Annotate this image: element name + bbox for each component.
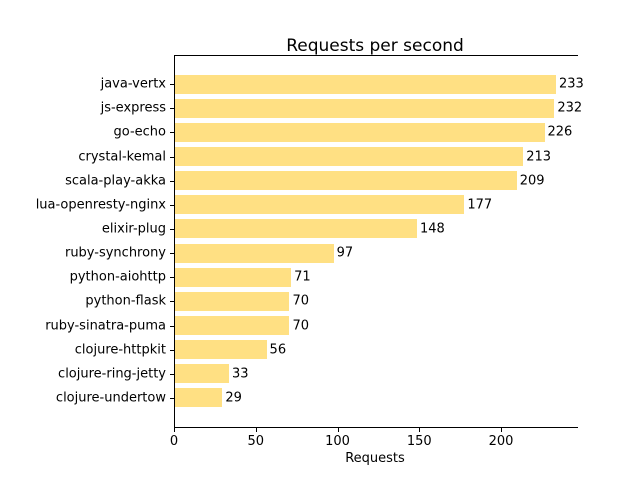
y-tick-mark [170, 373, 174, 375]
chart-title: Requests per second [286, 36, 464, 56]
y-tick-label: ruby-sinatra-puma [45, 318, 166, 333]
x-tick-label: 0 [169, 434, 179, 449]
top-spine [174, 55, 578, 56]
y-tick-mark [170, 180, 174, 182]
bar-value-label: 148 [419, 221, 445, 237]
y-tick-mark [170, 397, 174, 399]
y-tick-mark [170, 325, 174, 327]
bar [175, 243, 334, 263]
x-tick-mark [337, 428, 339, 432]
bottom-spine [174, 427, 578, 428]
y-tick-label: python-aiohttp [69, 269, 166, 285]
y-tick-mark [170, 132, 174, 134]
y-tick-mark [170, 204, 174, 206]
bar-value-label: 70 [292, 293, 309, 309]
bar-value-label: 70 [292, 318, 309, 333]
y-tick-label: scala-play-akka [65, 173, 166, 189]
bar-value-label: 29 [225, 390, 242, 406]
y-tick-label: clojure-ring-jetty [58, 366, 166, 382]
y-tick-label: crystal-kemal [78, 149, 166, 164]
y-tick-mark [170, 228, 174, 230]
y-tick-label: clojure-undertow [55, 390, 166, 406]
bar [175, 122, 545, 142]
bar [175, 219, 417, 239]
bar-value-label: 232 [557, 100, 583, 116]
bar-value-label: 233 [558, 76, 584, 92]
bar [175, 364, 229, 384]
y-tick-label: lua-openresty-nginx [35, 197, 166, 213]
bar-value-label: 177 [467, 197, 493, 213]
bar [175, 74, 556, 94]
y-tick-label: clojure-httpkit [74, 342, 166, 358]
x-tick-label: 150 [406, 434, 432, 449]
x-tick-mark [174, 428, 175, 432]
y-tick-mark [170, 156, 174, 158]
y-tick-label: ruby-synchrony [64, 245, 166, 261]
x-tick-mark [419, 428, 421, 432]
x-tick-label: 50 [247, 434, 265, 449]
y-tick-label: go-echo [113, 124, 166, 140]
bar [175, 195, 465, 215]
bar-value-label: 56 [269, 342, 287, 358]
bar [175, 267, 292, 287]
left-spine [174, 55, 175, 428]
x-tick-label: 100 [325, 434, 350, 449]
bar-value-label: 71 [294, 269, 311, 285]
y-tick-label: python-flask [85, 293, 166, 309]
x-axis-title: Requests [345, 451, 405, 466]
bar [175, 171, 517, 191]
bars-layer: 233 232 226 213 209 177 148 97 71 70 70 56 33 29 [175, 55, 584, 427]
y-tick-mark [170, 349, 174, 351]
bar-value-label: 213 [526, 149, 552, 164]
y-tick-mark [170, 277, 174, 279]
y-tick-mark [170, 84, 174, 86]
bar [175, 316, 290, 335]
x-tick-label: 200 [488, 434, 514, 449]
bar-value-label: 33 [231, 366, 249, 382]
x-tick-mark [255, 428, 257, 432]
bar-value-label: 209 [519, 173, 545, 189]
y-tick-mark [170, 108, 174, 110]
bar [175, 291, 290, 311]
y-tick-mark [170, 253, 174, 255]
bar-value-label: 97 [336, 245, 354, 261]
bar [175, 147, 524, 166]
x-tick-mark [501, 428, 502, 432]
bar [175, 388, 223, 408]
y-tick-mark [170, 301, 174, 303]
y-axis-labels: java-vertx js-express go-echo crystal-kemal… [0, 55, 174, 427]
bar [175, 340, 267, 360]
y-tick-label: java-vertx [100, 76, 166, 92]
x-axis: 0 50 100 150 200 [0, 427, 640, 457]
y-tick-label: js-express [100, 100, 166, 116]
bar-value-label: 226 [547, 124, 573, 140]
bar [175, 98, 555, 118]
y-tick-label: elixir-plug [101, 221, 166, 237]
